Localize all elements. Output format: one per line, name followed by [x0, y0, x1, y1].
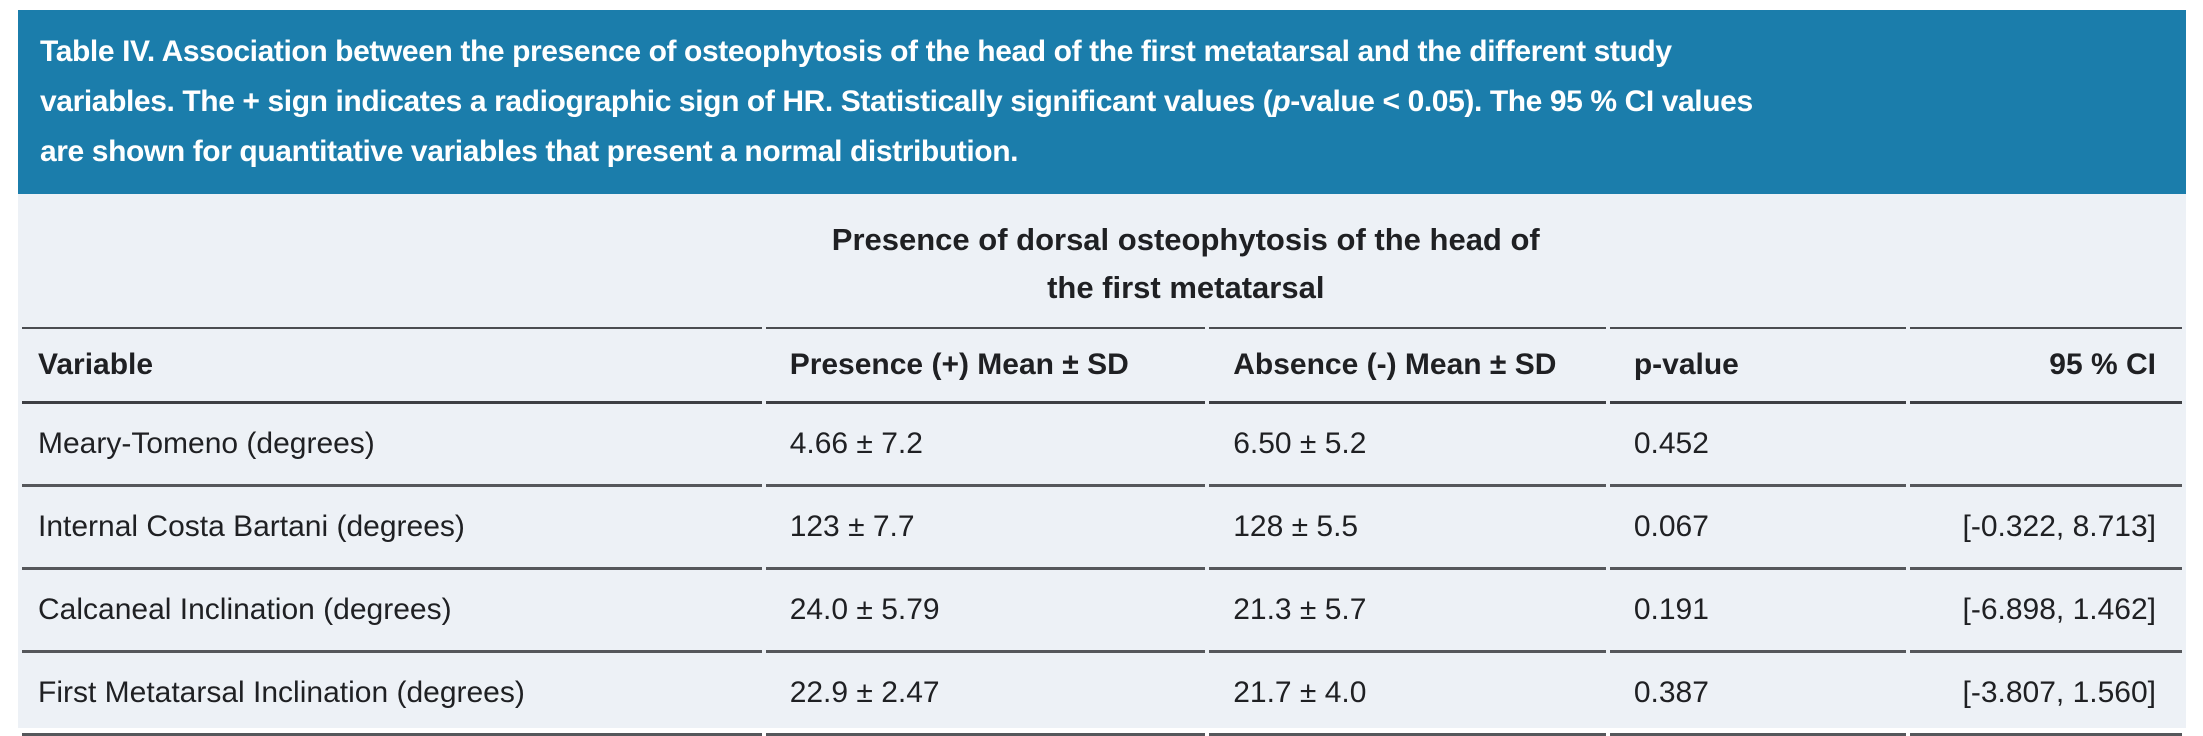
table-row: Calcaneal Inclination (degrees) 24.0 ± 5… [22, 570, 2182, 653]
cell-variable: Calcaneal Inclination (degrees) [22, 570, 762, 653]
group-header-spacer-right-2 [1910, 196, 2182, 327]
caption-line-1: Table IV. Association between the presen… [40, 35, 1672, 68]
table-row: First Metatarsal Inclination (degrees) 2… [22, 653, 2182, 736]
cell-variable: Meary-Tomeno (degrees) [22, 404, 762, 487]
column-header-presence: Presence (+) Mean ± SD [765, 327, 1206, 404]
table-row: Meary-Tomeno (degrees) 4.66 ± 7.2 6.50 ±… [22, 404, 2182, 487]
cell-presence: 22.9 ± 2.47 [765, 653, 1206, 736]
table-caption-banner: Table IV. Association between the presen… [18, 10, 2186, 194]
group-header-spacer-right [1610, 196, 1906, 327]
caption-line-2-suffix: -value < 0.05). The 95 % CI values [1290, 85, 1753, 118]
column-header-p-value: p-value [1609, 327, 1906, 404]
caption-line-3: are shown for quantitative variables tha… [40, 135, 1019, 168]
cell-presence: 4.66 ± 7.2 [765, 404, 1206, 487]
cell-ci: [-6.898, 1.462] [1909, 570, 2182, 653]
group-header-line-2: the first metatarsal [1047, 270, 1325, 305]
column-header-row: Variable Presence (+) Mean ± SD Absence … [22, 327, 2182, 404]
association-table: Presence of dorsal osteophytosis of the … [18, 196, 2186, 736]
cell-absence: 21.7 ± 4.0 [1209, 653, 1606, 736]
group-header-row: Presence of dorsal osteophytosis of the … [22, 196, 2182, 327]
cell-variable: First Metatarsal Inclination (degrees) [22, 653, 762, 736]
group-header-spacer-left [22, 196, 762, 327]
cell-p-value: 0.452 [1609, 404, 1906, 487]
table-row: Internal Costa Bartani (degrees) 123 ± 7… [22, 487, 2182, 570]
cell-ci: [-0.322, 8.713] [1909, 487, 2182, 570]
caption-line-2-prefix: variables. The + sign indicates a radiog… [40, 85, 1273, 118]
column-header-ci: 95 % CI [1909, 327, 2182, 404]
group-header: Presence of dorsal osteophytosis of the … [766, 196, 1606, 327]
cell-presence: 24.0 ± 5.79 [765, 570, 1206, 653]
cell-p-value: 0.191 [1609, 570, 1906, 653]
cell-p-value: 0.387 [1609, 653, 1906, 736]
cell-absence: 128 ± 5.5 [1209, 487, 1606, 570]
caption-line-2: variables. The + sign indicates a radiog… [40, 77, 2162, 127]
cell-ci [1909, 404, 2182, 487]
caption-p-italic: p [1272, 85, 1291, 118]
table-body-area: Presence of dorsal osteophytosis of the … [18, 194, 2186, 736]
cell-ci: [-3.807, 1.560] [1909, 653, 2182, 736]
column-header-variable: Variable [22, 327, 762, 404]
cell-absence: 6.50 ± 5.2 [1209, 404, 1606, 487]
column-header-absence: Absence (-) Mean ± SD [1209, 327, 1606, 404]
cell-p-value: 0.067 [1609, 487, 1906, 570]
cell-absence: 21.3 ± 5.7 [1209, 570, 1606, 653]
cell-presence: 123 ± 7.7 [765, 487, 1206, 570]
cell-variable: Internal Costa Bartani (degrees) [22, 487, 762, 570]
group-header-line-1: Presence of dorsal osteophytosis of the … [831, 222, 1540, 257]
